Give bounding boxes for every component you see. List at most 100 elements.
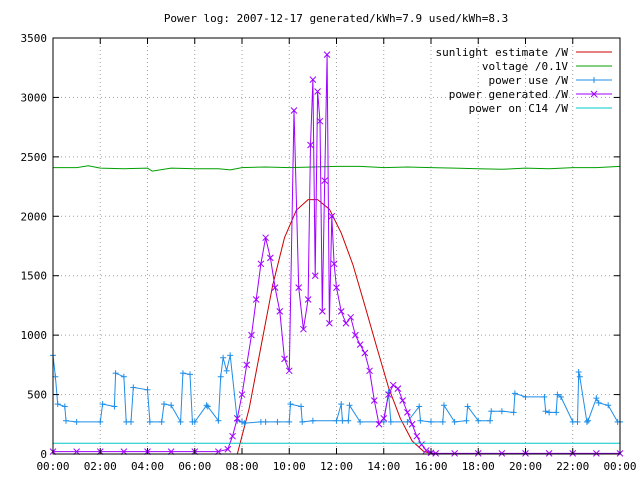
data-point [417, 417, 424, 424]
data-point [330, 260, 338, 268]
data-point [542, 408, 549, 415]
x-tick-label: 02:00 [84, 460, 117, 473]
data-point [223, 367, 230, 374]
data-point [97, 418, 104, 425]
data-point [498, 408, 505, 415]
data-point [356, 341, 364, 349]
data-point [338, 401, 345, 408]
data-point [229, 432, 236, 440]
data-point [262, 234, 269, 242]
data-point [220, 354, 227, 361]
data-point [554, 391, 561, 398]
data-point [553, 409, 560, 416]
data-point [321, 177, 329, 184]
data-point [238, 391, 246, 398]
data-point [595, 399, 602, 406]
data-point [352, 331, 359, 339]
data-point [326, 319, 333, 327]
data-point [243, 361, 251, 369]
data-point [346, 402, 353, 409]
data-point [298, 403, 305, 410]
data-point [61, 403, 68, 410]
legend-entry: sunlight estimate /W [436, 46, 612, 59]
data-point [428, 418, 434, 425]
legend-entry: power use /W [489, 74, 612, 87]
data-point [285, 367, 293, 375]
data-point [307, 141, 314, 149]
x-tick-label: 08:00 [225, 460, 258, 473]
data-point [385, 391, 392, 398]
data-point [545, 450, 553, 457]
legend-entry: power generated /W [449, 88, 612, 101]
data-point [111, 403, 118, 410]
data-point [345, 417, 352, 424]
data-point [204, 403, 211, 410]
data-point [311, 272, 319, 280]
data-point [316, 117, 324, 125]
data-point [422, 447, 430, 454]
data-point [339, 417, 346, 424]
data-point [511, 390, 518, 397]
data-point [575, 368, 582, 375]
data-point [161, 401, 168, 408]
data-point [295, 284, 303, 291]
data-point [576, 373, 583, 380]
data-point [337, 308, 345, 315]
data-point [463, 417, 470, 424]
data-point [290, 107, 298, 114]
data-point [217, 373, 224, 380]
data-point [464, 403, 471, 410]
data-point [328, 212, 336, 220]
x-tick-label: 22:00 [556, 460, 589, 473]
data-point [416, 403, 423, 410]
y-tick-label: 3000 [21, 91, 48, 104]
data-point [191, 418, 198, 425]
legend-entry: voltage /0.1V [482, 60, 612, 73]
data-point [404, 409, 411, 416]
data-point [408, 420, 416, 428]
data-point [510, 409, 517, 416]
data-point [112, 370, 119, 377]
series-line [52, 355, 620, 424]
data-point [252, 296, 260, 303]
legend-label: sunlight estimate /W [436, 46, 569, 59]
data-point [318, 308, 326, 315]
data-point [158, 418, 165, 425]
x-tick-label: 06:00 [178, 460, 211, 473]
axes: 00:00 02:00 04:00 06:00 08:00 10:00 12:00 14:00… [21, 32, 637, 473]
data-point [389, 381, 397, 389]
series-line [53, 165, 621, 172]
x-tick-label: 00:00 [36, 460, 69, 473]
data-point [399, 397, 407, 404]
data-point [475, 417, 482, 424]
data-point [557, 393, 564, 400]
data-point [394, 385, 402, 392]
data-point [287, 401, 294, 408]
data-point [274, 418, 281, 425]
y-tick-label: 3500 [21, 32, 48, 45]
x-tick-label: 10:00 [273, 460, 306, 473]
data-point [179, 370, 186, 377]
data-point [276, 308, 284, 315]
data-point [227, 352, 234, 359]
data-point [375, 420, 383, 428]
data-point [146, 418, 153, 425]
y-tick-label: 2000 [21, 210, 48, 223]
data-point [488, 408, 495, 415]
legend-entry: power on C14 /W [469, 102, 612, 115]
data-point [574, 418, 581, 425]
data-point [262, 418, 269, 425]
legend-label: power generated /W [449, 88, 569, 101]
data-point [99, 401, 106, 408]
data-point [241, 420, 248, 427]
data-point [73, 418, 80, 425]
data-point [314, 88, 321, 95]
data-point [120, 373, 127, 380]
data-point [215, 417, 222, 424]
data-point [593, 395, 600, 402]
x-tick-label: 00:00 [603, 460, 636, 473]
data-point [266, 254, 274, 262]
data-point [304, 296, 312, 303]
x-tick-label: 12:00 [320, 460, 353, 473]
